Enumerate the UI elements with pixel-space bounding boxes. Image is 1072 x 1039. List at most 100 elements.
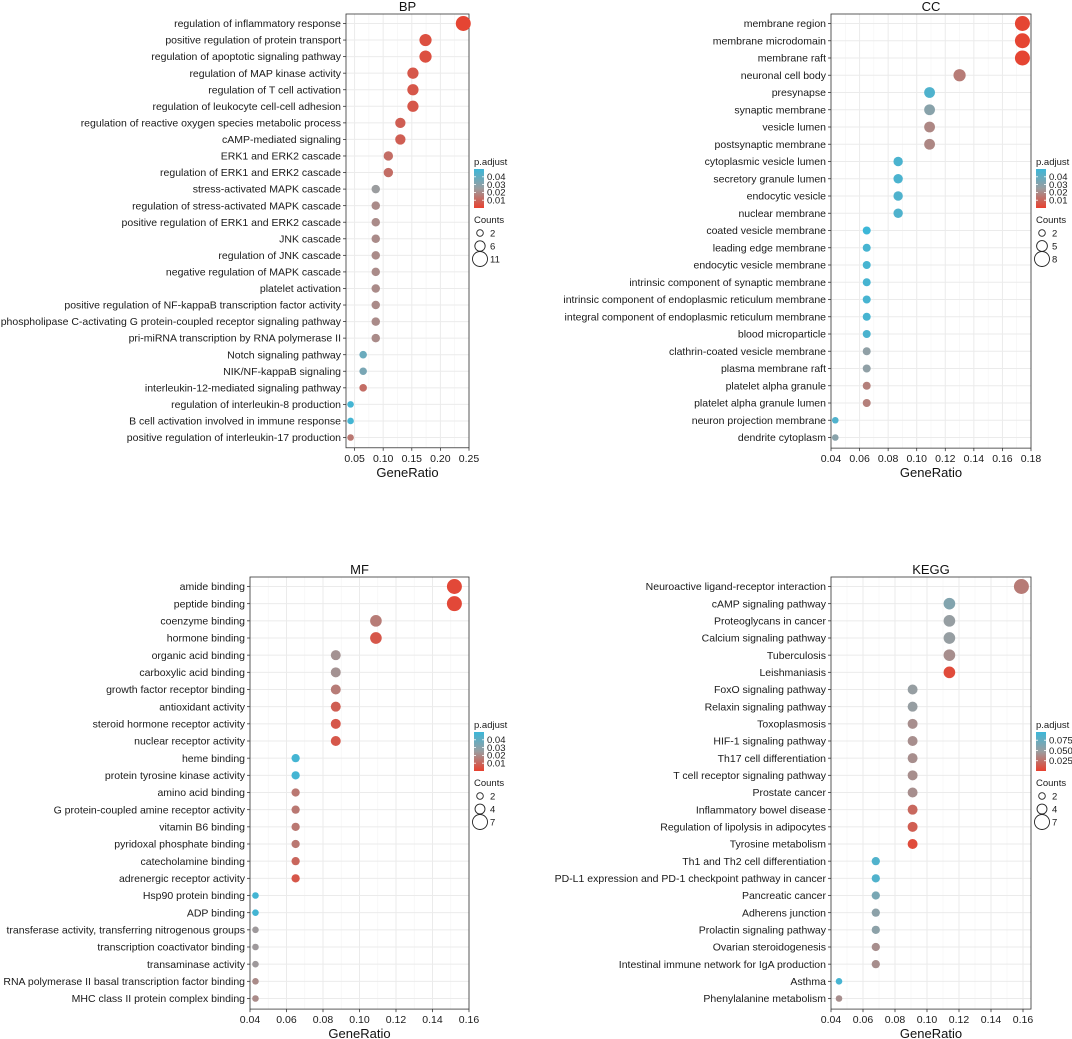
term-label: presynapse [772, 87, 826, 99]
term-label: G protein-coupled amine receptor activit… [54, 804, 246, 816]
term-label: JNK cascade [279, 233, 341, 245]
dot [835, 978, 843, 985]
term-label: endocytic vesicle membrane [694, 260, 827, 272]
dot [252, 926, 259, 934]
size-key-circle [1034, 251, 1050, 267]
dot [871, 857, 880, 866]
term-label: integral component of endoplasmic reticu… [565, 311, 827, 323]
term-label: positive regulation of protein transport [165, 35, 341, 47]
x-tick-label: 0.12 [386, 1014, 407, 1026]
term-label: positive regulation of NF-kappaB transcr… [64, 300, 341, 312]
term-label: Proteoglycans in cancer [714, 615, 827, 627]
term-label: stress-activated MAPK cascade [193, 184, 341, 196]
dot [371, 251, 380, 260]
dot [943, 649, 956, 661]
x-tick-label: 0.06 [853, 1014, 874, 1026]
color-tick-label: 0.02 [487, 188, 506, 199]
dot [291, 839, 300, 849]
color-tick-label: 0.04 [487, 735, 506, 746]
term-label: regulation of interleukin-8 production [171, 399, 341, 411]
term-label: antioxidant activity [159, 701, 246, 713]
dot [862, 364, 871, 373]
panel-title: BP [399, 0, 416, 14]
color-tick-label: 0.01 [1049, 196, 1068, 207]
x-tick-label: 0.14 [964, 453, 985, 465]
term-label: negative regulation of MAPK cascade [166, 267, 341, 279]
term-label: regulation of apoptotic signaling pathwa… [151, 51, 341, 63]
panel-cc: CC membrane region membrane microdomain mem… [563, 0, 1069, 480]
dot [862, 278, 871, 287]
dot [1014, 33, 1030, 49]
term-label: regulation of stress-activated MAPK casc… [132, 200, 341, 212]
term-label: regulation of T cell activation [208, 84, 341, 96]
color-tick-label: 0.04 [1049, 172, 1068, 183]
dot [330, 718, 341, 729]
term-label: intrinsic component of synaptic membrane [629, 277, 826, 289]
term-label: Relaxin signaling pathway [705, 701, 827, 713]
dot [407, 84, 419, 96]
dot [862, 381, 871, 390]
x-tick-label: 0.18 [1021, 453, 1042, 465]
term-label: Asthma [790, 976, 826, 988]
x-tick-label: 0.08 [878, 453, 899, 465]
x-tick-label: 0.14 [422, 1014, 443, 1026]
term-label: cytoplasmic vesicle lumen [705, 156, 827, 168]
size-legend-title: Counts [1036, 215, 1066, 226]
dot [371, 201, 380, 210]
term-label: synaptic membrane [734, 104, 826, 116]
dot [252, 943, 259, 951]
dot [371, 217, 380, 227]
dot [395, 117, 406, 129]
term-label: cAMP-mediated signaling [222, 134, 341, 146]
x-tick-label: 0.25 [459, 453, 480, 465]
term-label: growth factor receptor binding [106, 684, 245, 696]
size-legend: Counts 2 5 8 [1034, 215, 1066, 267]
dot [862, 243, 871, 252]
term-label: neuron projection membrane [692, 415, 826, 427]
size-legend: Counts 2 4 7 [1034, 778, 1066, 830]
dot [371, 184, 380, 194]
term-label: Hsp90 protein binding [143, 890, 245, 902]
dot [871, 874, 880, 883]
panel-title: MF [350, 562, 369, 577]
x-tick-label: 0.16 [1013, 1014, 1034, 1026]
x-tick-label: 0.04 [821, 453, 842, 465]
dot [907, 736, 918, 746]
dots [252, 579, 462, 1002]
term-label: vesicle lumen [762, 122, 826, 134]
dot [862, 226, 871, 235]
dot [383, 151, 394, 161]
term-label: Notch signaling pathway [227, 349, 342, 361]
plot-border [345, 13, 470, 449]
term-label: regulation of reactive oxygen species me… [81, 117, 341, 129]
x-tick-label: 0.10 [906, 453, 927, 465]
dot [907, 770, 918, 781]
size-legend: Counts 2 4 7 [472, 778, 504, 830]
color-tick-label: 0.050 [1049, 746, 1072, 757]
term-label: Tyrosine metabolism [730, 839, 827, 851]
term-label: B cell activation involved in immune res… [129, 416, 341, 428]
term-label: Th1 and Th2 cell differentiation [682, 856, 826, 868]
dot [893, 156, 903, 167]
term-label: HIF-1 signaling pathway [713, 736, 826, 748]
color-bar [474, 732, 484, 771]
color-bar [1036, 732, 1046, 771]
color-tick-label: 0.02 [487, 751, 506, 762]
color-tick-label: 0.04 [487, 172, 506, 183]
color-bar [474, 169, 484, 208]
term-label: MHC class II protein complex binding [72, 993, 245, 1005]
term-label: transcription coactivator binding [97, 942, 245, 954]
x-tick-label: 0.10 [917, 1014, 938, 1026]
size-legend-title: Counts [474, 778, 504, 789]
dot [953, 69, 966, 82]
color-legend: p.adjust 0.040.030.020.01 [474, 720, 508, 771]
dot [943, 615, 956, 627]
color-tick-label: 0.03 [1049, 180, 1068, 191]
dot [907, 718, 918, 729]
size-key-label: 2 [1052, 791, 1057, 802]
dot [371, 317, 380, 326]
size-key-label: 6 [490, 241, 495, 252]
term-label: amino acid binding [157, 787, 245, 799]
term-label: plasma membrane raft [721, 363, 826, 375]
